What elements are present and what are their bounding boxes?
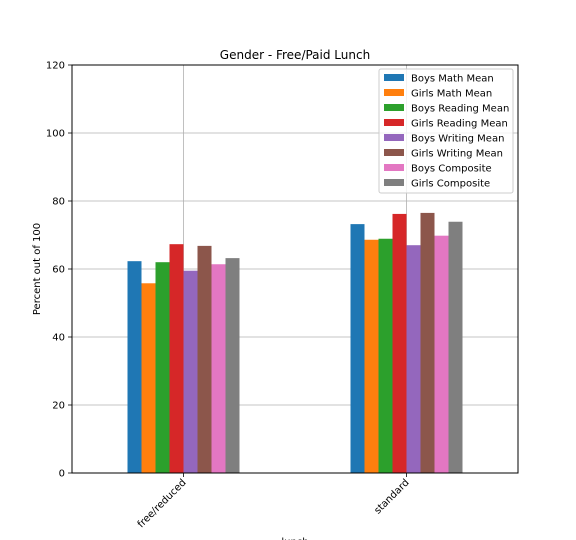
y-tick-label: 0 — [59, 469, 65, 480]
legend-label: Boys Math Mean — [411, 74, 494, 85]
bar — [183, 270, 198, 473]
legend-swatch — [384, 104, 404, 111]
y-tick-label: 80 — [52, 197, 65, 208]
bar — [378, 238, 393, 473]
x-axis-ticks: free/reduced standard — [136, 473, 412, 530]
legend-swatch — [384, 179, 404, 186]
bar — [364, 239, 379, 473]
y-tick-label: 120 — [46, 61, 65, 72]
y-tick-label: 40 — [52, 333, 65, 344]
x-axis-label: lunch — [281, 537, 308, 540]
legend-swatch — [384, 74, 404, 81]
legend-swatch — [384, 134, 404, 141]
x-tick-label: free/reduced — [136, 477, 189, 530]
bar — [141, 283, 156, 473]
bar — [225, 258, 240, 473]
legend-label: Girls Writing Mean — [411, 149, 503, 160]
legend-box — [378, 68, 514, 194]
bar — [155, 262, 170, 473]
bar — [169, 244, 184, 473]
bar — [448, 221, 463, 473]
bar — [127, 261, 142, 473]
legend-label: Girls Reading Mean — [411, 119, 508, 130]
y-tick-label: 100 — [46, 129, 65, 140]
bar — [211, 264, 226, 473]
bars — [127, 212, 463, 474]
y-tick-label: 20 — [52, 401, 65, 412]
legend-label: Boys Composite — [411, 164, 492, 175]
legend-label: Boys Reading Mean — [411, 104, 509, 115]
chart-title: Gender - Free/Paid Lunch — [220, 48, 370, 62]
legend-label: Girls Composite — [411, 179, 490, 190]
bar — [350, 224, 365, 473]
bar — [406, 245, 421, 473]
x-tick-label: standard — [372, 477, 411, 516]
bar — [434, 235, 449, 473]
legend-swatch — [384, 119, 404, 126]
bar — [392, 213, 407, 474]
legend-label: Girls Math Mean — [411, 89, 492, 100]
legend-swatch — [384, 164, 404, 171]
y-axis-label: Percent out of 100 — [32, 223, 43, 315]
y-axis-ticks: 0 20 40 60 80 100 120 — [46, 61, 72, 480]
bar — [197, 245, 212, 473]
legend-swatch — [384, 149, 404, 156]
bar — [420, 212, 435, 473]
y-tick-label: 60 — [52, 265, 65, 276]
legend: Boys Math Mean Girls Math Mean Boys Readin… — [378, 68, 514, 194]
legend-swatch — [384, 89, 404, 96]
legend-label: Boys Writing Mean — [411, 134, 504, 145]
